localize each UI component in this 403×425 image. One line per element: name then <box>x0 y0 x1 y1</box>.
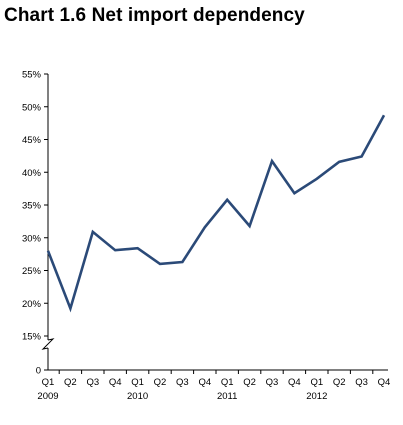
axes <box>41 73 388 374</box>
x-tick-label: Q4 <box>288 377 301 388</box>
x-tick-label: Q2 <box>333 377 346 388</box>
x-tick-label: Q3 <box>86 377 99 388</box>
series-line <box>46 114 386 313</box>
y-tick-label: 15% <box>22 332 42 343</box>
y-axis-break-marker <box>41 338 55 350</box>
x-tick-label: Q3 <box>266 377 279 388</box>
series-group <box>46 114 386 313</box>
x-tick-label: Q4 <box>378 377 391 388</box>
x-tick-label: Q2 <box>154 377 167 388</box>
y-tick-label: 35% <box>22 201 42 212</box>
y-tick-label: 55% <box>22 70 42 81</box>
y-tick-label: 40% <box>22 168 42 179</box>
x-tick-label: Q2 <box>64 377 77 388</box>
chart-title: Chart 1.6 Net import dependency <box>4 5 305 26</box>
x-year-label: 2011 <box>217 391 237 402</box>
y-tick-label: 20% <box>22 299 42 310</box>
x-year-label: 2009 <box>37 391 58 402</box>
x-tick-label: Q1 <box>221 377 234 388</box>
x-year-label: 2010 <box>127 391 148 402</box>
y-tick-label: 0 <box>36 366 41 377</box>
x-tick-label: Q1 <box>131 377 144 388</box>
x-tick-label: Q3 <box>355 377 368 388</box>
y-tick-label: 30% <box>22 233 42 244</box>
x-tick-label: Q3 <box>176 377 189 388</box>
tick-labels: 0 15% 20% 25% 30% 35% 40% 45% 50% 55% Q1 2009 Q2 Q3 Q4… <box>22 70 390 403</box>
x-tick-label: Q4 <box>198 377 211 388</box>
x-tick-label: Q4 <box>109 377 122 388</box>
x-tick-label: Q2 <box>243 377 256 388</box>
x-tick-label: Q1 <box>42 377 55 388</box>
y-tick-label: 45% <box>22 135 42 146</box>
y-tick-label: 50% <box>22 102 42 113</box>
y-tick-label: 25% <box>22 266 42 277</box>
x-year-label: 2012 <box>306 391 327 402</box>
x-tick-label: Q1 <box>310 377 323 388</box>
